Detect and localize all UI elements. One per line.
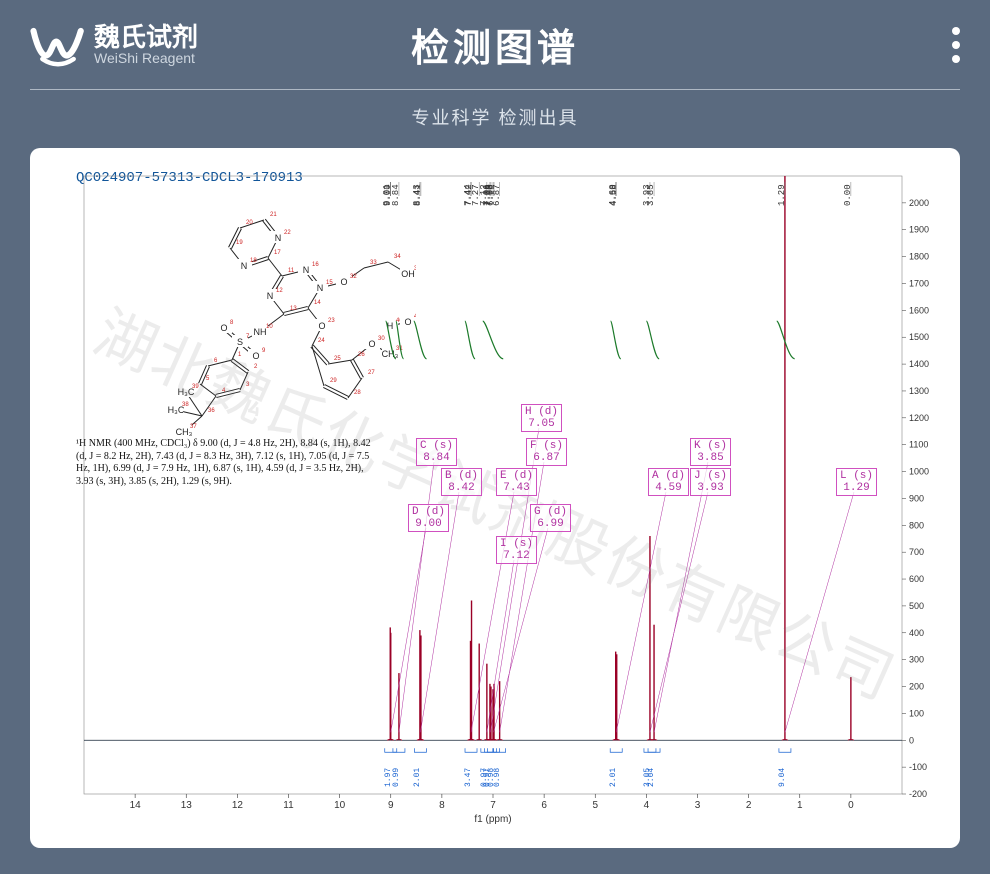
- ppm-label: 8.41: [413, 184, 423, 206]
- logo: 魏氏试剂 WeiShi Reagent: [30, 17, 198, 73]
- peak-box-k: K (s)3.85: [690, 438, 731, 466]
- integral-value: 2.04: [647, 768, 656, 787]
- svg-text:2: 2: [746, 800, 752, 811]
- svg-text:-100: -100: [909, 762, 927, 772]
- brand-en: WeiShi Reagent: [94, 51, 198, 66]
- spectrum-panel: QC024907-57313-CDCL3-170913 123456S7O8O9…: [30, 148, 960, 848]
- nmr-chart: QC024907-57313-CDCL3-170913 123456S7O8O9…: [46, 166, 948, 836]
- svg-text:1: 1: [797, 800, 803, 811]
- svg-text:700: 700: [909, 547, 924, 557]
- svg-text:1700: 1700: [909, 278, 929, 288]
- svg-text:14: 14: [130, 800, 142, 811]
- page-title: 检测图谱: [411, 17, 579, 72]
- svg-text:300: 300: [909, 655, 924, 665]
- peak-box-e: E (d)7.43: [496, 468, 537, 496]
- peak-box-i: I (s)7.12: [496, 536, 537, 564]
- peak-box-h: H (d)7.05: [521, 404, 562, 432]
- svg-text:100: 100: [909, 708, 924, 718]
- svg-text:1800: 1800: [909, 252, 929, 262]
- svg-text:600: 600: [909, 574, 924, 584]
- svg-text:1200: 1200: [909, 413, 929, 423]
- subtitle: 专业科学 检测出具: [0, 104, 990, 130]
- svg-text:1300: 1300: [909, 386, 929, 396]
- integral-value: 0.98: [493, 768, 502, 787]
- svg-text:7: 7: [490, 800, 496, 811]
- svg-text:200: 200: [909, 682, 924, 692]
- peak-box-c: C (s)8.84: [416, 438, 457, 466]
- svg-text:1400: 1400: [909, 359, 929, 369]
- svg-text:10: 10: [334, 800, 346, 811]
- peak-box-d: D (d)9.00: [408, 504, 449, 532]
- svg-text:0: 0: [909, 735, 914, 745]
- svg-text:1000: 1000: [909, 467, 929, 477]
- brand-text: 魏氏试剂 WeiShi Reagent: [94, 23, 198, 67]
- peak-box-a: A (d)4.59: [648, 468, 689, 496]
- svg-text:f1 (ppm): f1 (ppm): [474, 814, 511, 825]
- svg-text:0: 0: [848, 800, 854, 811]
- weishi-logo-icon: [30, 17, 86, 73]
- menu-icon[interactable]: [952, 27, 960, 63]
- svg-text:2000: 2000: [909, 198, 929, 208]
- ppm-label: 3.85: [646, 184, 656, 206]
- integral-value: 2.01: [609, 768, 618, 787]
- header: 魏氏试剂 WeiShi Reagent 检测图谱: [30, 0, 960, 90]
- svg-text:6: 6: [541, 800, 547, 811]
- svg-text:900: 900: [909, 493, 924, 503]
- svg-text:11: 11: [283, 800, 294, 811]
- svg-text:800: 800: [909, 520, 924, 530]
- svg-text:1900: 1900: [909, 225, 929, 235]
- integral-value: 0.99: [392, 768, 401, 787]
- ppm-label: 0.00: [843, 184, 853, 206]
- ppm-label: 1.29: [777, 184, 787, 206]
- svg-text:1500: 1500: [909, 332, 929, 342]
- ppm-label: 8.84: [391, 184, 401, 206]
- peak-box-f: F (s)6.87: [526, 438, 567, 466]
- svg-text:13: 13: [181, 800, 193, 811]
- svg-text:1100: 1100: [909, 440, 928, 450]
- svg-text:5: 5: [592, 800, 598, 811]
- peak-box-g: G (d)6.99: [530, 504, 571, 532]
- svg-text:400: 400: [909, 628, 924, 638]
- svg-text:12: 12: [232, 800, 244, 811]
- integral-value: 3.47: [464, 768, 473, 787]
- brand-zh: 魏氏试剂: [94, 23, 198, 52]
- peak-box-l: L (s)1.29: [836, 468, 877, 496]
- svg-text:500: 500: [909, 601, 924, 611]
- peak-box-j: J (s)3.93: [690, 468, 731, 496]
- peak-box-b: B (d)8.42: [441, 468, 482, 496]
- svg-text:8: 8: [439, 800, 445, 811]
- svg-text:-200: -200: [909, 789, 927, 799]
- ppm-label: 6.87: [492, 184, 502, 206]
- svg-text:3: 3: [695, 800, 701, 811]
- integral-value: 2.01: [413, 768, 422, 787]
- ppm-label: 4.58: [609, 184, 619, 206]
- integral-value: 9.04: [778, 768, 787, 787]
- svg-text:9: 9: [388, 800, 394, 811]
- svg-text:4: 4: [644, 800, 650, 811]
- svg-text:1600: 1600: [909, 305, 929, 315]
